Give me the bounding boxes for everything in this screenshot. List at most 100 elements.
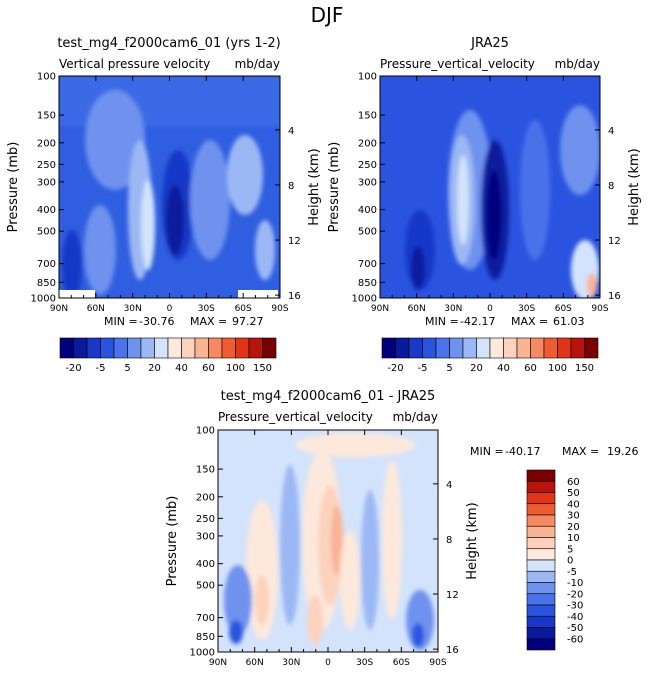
colorbar-label: 40 <box>497 363 510 374</box>
x-tick-label: 90S <box>271 304 288 314</box>
colorbar-bin <box>140 337 155 359</box>
panel-diff-min-value: -40.17 <box>505 445 540 458</box>
x-tick-label: 60S <box>393 658 410 668</box>
contour-blob <box>255 220 275 280</box>
colorbar-label: 150 <box>575 363 594 374</box>
colorbar-bin <box>526 503 556 516</box>
y-tick-label: 1000 <box>352 294 377 305</box>
colorbar-bin <box>526 627 556 640</box>
colorbar-bin <box>476 337 491 359</box>
colorbar-bin <box>530 337 545 359</box>
contour-blob <box>246 500 278 640</box>
colorbar-bin <box>526 469 556 482</box>
contour-blob <box>560 105 600 195</box>
contour-blob <box>382 460 402 620</box>
colorbar-bin <box>526 537 556 550</box>
contour-blob <box>280 465 300 625</box>
colorbar-bin <box>462 337 477 359</box>
y-tick-label: 700 <box>358 259 377 270</box>
colorbar-bin <box>154 337 169 359</box>
panel-model-min-label: MIN = <box>104 315 138 328</box>
y-tick-label: 850 <box>196 632 215 643</box>
contour-blob <box>84 205 116 295</box>
panel-model-max-value: 97.27 <box>232 315 264 328</box>
colorbar-bin <box>557 337 572 359</box>
colorbar-bin <box>526 514 556 527</box>
colorbar-bin <box>127 337 142 359</box>
colorbar-label: 20 <box>148 363 161 374</box>
x-tick-label: 30N <box>124 304 142 314</box>
panel-diff-units: mb/day <box>393 410 438 424</box>
y-tick-label: 150 <box>196 465 215 476</box>
contour-blob <box>340 530 360 630</box>
panel-model-min-value: -30.76 <box>139 315 174 328</box>
figure-title: DJF <box>311 3 344 27</box>
colorbar-model: -20 -5 5 20 40 60 100 150 <box>59 337 277 374</box>
contour-blob <box>141 180 155 270</box>
y-tick-label: 300 <box>37 177 56 188</box>
colorbar-label: -50 <box>567 623 583 634</box>
colorbar-label: -5 <box>418 363 428 374</box>
colorbar-bin <box>526 525 556 538</box>
height-tick-label: 12 <box>608 236 621 247</box>
colorbar-label: 60 <box>202 363 215 374</box>
y-tick-label: 100 <box>358 72 377 83</box>
colorbar-bin <box>113 337 128 359</box>
height-axis-label: Height (km) <box>307 148 322 225</box>
x-tick-label: 60S <box>235 304 252 314</box>
height-tick-label: 8 <box>608 181 614 192</box>
panel-obs-max-value: 61.03 <box>553 315 585 328</box>
colorbar-label: -20 <box>387 363 403 374</box>
colorbar-bin <box>526 615 556 628</box>
y-tick-label: 500 <box>37 227 56 238</box>
contour-blob <box>411 246 425 290</box>
y-tick-label: 400 <box>358 205 377 216</box>
colorbar-bin <box>526 492 556 505</box>
x-tick-label: 60N <box>87 304 105 314</box>
y-tick-label: 850 <box>37 278 56 289</box>
colorbar-label: 150 <box>253 363 272 374</box>
colorbar-label: -20 <box>567 589 583 600</box>
contour-blob <box>224 565 252 635</box>
panel-obs-min-label: MIN = <box>425 315 459 328</box>
panel-diff-axes: 90N 60N 30N 0 30S 60S 90S 100 150 200 250 300 400 500… <box>165 426 480 669</box>
y-tick-label: 250 <box>358 160 377 171</box>
colorbar-label: -20 <box>65 363 81 374</box>
contour-blob <box>255 575 269 625</box>
colorbar-bin <box>526 559 556 572</box>
panel-model-axes: 90N 60N 30N 0 30S 60S 90S 100 150 200 250 300 400 500… <box>6 72 322 315</box>
x-tick-label: 0 <box>487 304 493 314</box>
height-tick-label: 8 <box>288 181 294 192</box>
panel-obs-max-label: MAX = <box>511 315 548 328</box>
colorbar-bin <box>167 337 182 359</box>
panel-model-title: test_mg4_f2000cam6_01 (yrs 1-2) <box>57 36 280 51</box>
height-tick-label: 4 <box>608 126 614 137</box>
surface-mask <box>238 290 278 298</box>
colorbar-label: 5 <box>124 363 130 374</box>
x-tick-label: 90N <box>371 304 389 314</box>
contour-blob <box>62 230 82 298</box>
x-tick-label: 30S <box>518 304 535 314</box>
contour-blob <box>587 273 597 297</box>
colorbar-label: -5 <box>567 567 577 578</box>
height-tick-label: 4 <box>446 480 452 491</box>
y-tick-label: 150 <box>37 111 56 122</box>
x-tick-label: 60N <box>408 304 426 314</box>
colorbar-bin <box>526 548 556 561</box>
colorbar-bin <box>59 337 74 359</box>
panel-model-field <box>59 76 280 298</box>
colorbar-label: -10 <box>567 578 583 589</box>
height-tick-label: 12 <box>288 236 301 247</box>
y-tick-label: 300 <box>358 177 377 188</box>
colorbar-bin <box>435 337 450 359</box>
colorbar-bin <box>570 337 585 359</box>
contour-blob <box>166 185 184 255</box>
colorbar-bin <box>422 337 437 359</box>
y-tick-label: 100 <box>196 426 215 437</box>
contour-blob <box>331 505 343 575</box>
colorbar-label: 40 <box>175 363 188 374</box>
colorbar-bin <box>381 337 396 359</box>
x-tick-label: 60N <box>246 658 264 668</box>
height-tick-label: 12 <box>446 590 459 601</box>
